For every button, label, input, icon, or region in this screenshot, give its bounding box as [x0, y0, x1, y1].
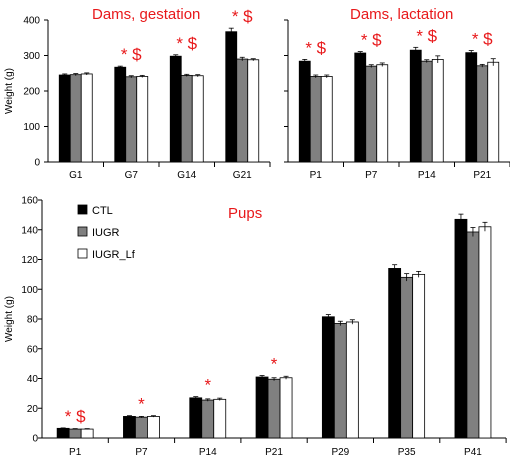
bottom-bar-ctl [321, 316, 335, 439]
legend-label-iugr_lf: IUGR_Lf [92, 249, 136, 261]
bottom-category-label: P21 [265, 447, 283, 458]
top-left-y-tick-label: 200 [23, 87, 40, 98]
top-right-significance-mark: * $ [361, 31, 382, 50]
bottom-bar-iugr_lf [80, 428, 94, 439]
top-left-bar-iugr [180, 74, 193, 163]
bottom-bar-iugr_lf [279, 377, 293, 439]
top-left-panel-title: Dams, gestation [92, 6, 200, 23]
bottom-bar-ctl [255, 376, 269, 439]
bottom-y-tick-label: 40 [27, 374, 39, 385]
bottom-category-label: P41 [464, 447, 482, 458]
top-left-bar-iugr_lf [136, 76, 149, 163]
bottom-bar-iugr_lf [213, 398, 227, 439]
bottom-bar-iugr [333, 323, 347, 439]
bottom-significance-mark: * [271, 355, 278, 374]
bottom-y-tick-label: 100 [21, 285, 38, 296]
top-left-bar-iugr [69, 74, 82, 163]
top-right-bar-ctl [465, 52, 478, 163]
legend-label-ctl: CTL [92, 205, 113, 217]
bottom-category-label: P7 [135, 447, 148, 458]
top-right-category-label: P21 [473, 170, 491, 181]
bottom-bar-ctl [189, 397, 203, 439]
bottom-category-label: P29 [331, 447, 349, 458]
bottom-bar-iugr_lf [147, 416, 160, 439]
top-right-significance-mark: * $ [416, 26, 437, 45]
legend-label-iugr: IUGR [92, 227, 120, 239]
top-left-bar-iugr [125, 76, 138, 163]
bottom-bar-iugr [201, 399, 215, 439]
top-right-bar-iugr_lf [431, 59, 444, 163]
bottom-bar-iugr_lf [412, 273, 426, 439]
legend-swatch-ctl [77, 204, 88, 215]
bottom-y-tick-label: 0 [32, 434, 38, 445]
top-right-bar-ctl [354, 52, 367, 163]
top-left-bar-iugr_lf [191, 75, 204, 163]
top-left-bar-iugr [236, 58, 249, 163]
bottom-y-tick-label: 140 [21, 225, 38, 236]
top-left-y-tick-label: 0 [34, 158, 40, 169]
top-left-bar-iugr_lf [247, 59, 260, 163]
top-left-bar-ctl [58, 74, 71, 163]
bottom-bar-ctl [454, 218, 468, 439]
top-left-category-label: G21 [233, 170, 252, 181]
bottom-significance-mark: * $ [65, 407, 86, 426]
top-right-category-label: P14 [418, 170, 436, 181]
top-left-significance-mark: * $ [232, 7, 253, 26]
top-left-bar-ctl [225, 31, 238, 163]
top-left-category-label: G1 [69, 170, 83, 181]
bottom-category-label: P35 [398, 447, 416, 458]
bottom-bar-iugr_lf [478, 226, 492, 439]
bottom-bar-iugr [68, 428, 82, 439]
bottom-bar-iugr [267, 378, 281, 439]
bottom-y-tick-label: 60 [27, 344, 39, 355]
bottom-y-tick-label: 80 [27, 315, 39, 326]
top-left-category-label: G14 [177, 170, 196, 181]
top-right-bar-iugr [420, 60, 433, 163]
top-right-bar-iugr_lf [320, 76, 333, 163]
bottom-y-axis-label: Weight (g) [4, 296, 15, 342]
top-left-category-label: G7 [125, 170, 139, 181]
top-right-significance-mark: * $ [472, 30, 493, 49]
top-left-bar-iugr_lf [80, 73, 93, 163]
top-right-category-label: P1 [310, 170, 323, 181]
top-right-bar-iugr [365, 65, 378, 163]
top-left-y-tick-label: 100 [23, 122, 40, 133]
top-left-significance-mark: * $ [121, 45, 142, 64]
bottom-bar-iugr_lf [345, 321, 359, 439]
top-left-bar-ctl [114, 66, 127, 163]
bottom-y-tick-label: 120 [21, 255, 38, 266]
top-left-y-tick-label: 300 [23, 51, 40, 62]
top-left-y-tick-label: 400 [23, 16, 40, 27]
top-right-bar-iugr [476, 65, 489, 163]
bottom-y-tick-label: 20 [27, 404, 39, 415]
bottom-category-label: P14 [199, 447, 217, 458]
bottom-bar-iugr [135, 416, 148, 439]
bottom-bar-ctl [123, 416, 136, 439]
top-left-bar-ctl [169, 55, 182, 163]
top-right-significance-mark: * $ [305, 38, 326, 57]
bottom-y-tick-label: 160 [21, 196, 38, 207]
top-right-bar-ctl [409, 49, 422, 163]
top-right-bar-ctl [298, 60, 311, 163]
bottom-bar-ctl [56, 427, 70, 439]
top-right-panel-title: Dams, lactation [350, 6, 453, 23]
top-right-bar-iugr_lf [487, 61, 500, 163]
bottom-bar-iugr [400, 276, 414, 439]
bottom-significance-mark: * [204, 376, 211, 395]
top-left-y-axis-label: Weight (g) [4, 68, 15, 114]
bottom-panel-title: Pups [228, 205, 262, 222]
legend-swatch-iugr [77, 226, 88, 237]
bottom-bar-ctl [388, 268, 402, 439]
top-right-bar-iugr_lf [376, 64, 389, 163]
bottom-category-label: P1 [69, 447, 82, 458]
top-left-significance-mark: * $ [176, 34, 197, 53]
top-right-bar-iugr [309, 76, 322, 163]
bottom-significance-mark: * [138, 395, 145, 414]
legend-swatch-iugr_lf [77, 248, 88, 259]
top-right-category-label: P7 [365, 170, 378, 181]
bottom-bar-iugr [466, 231, 480, 439]
